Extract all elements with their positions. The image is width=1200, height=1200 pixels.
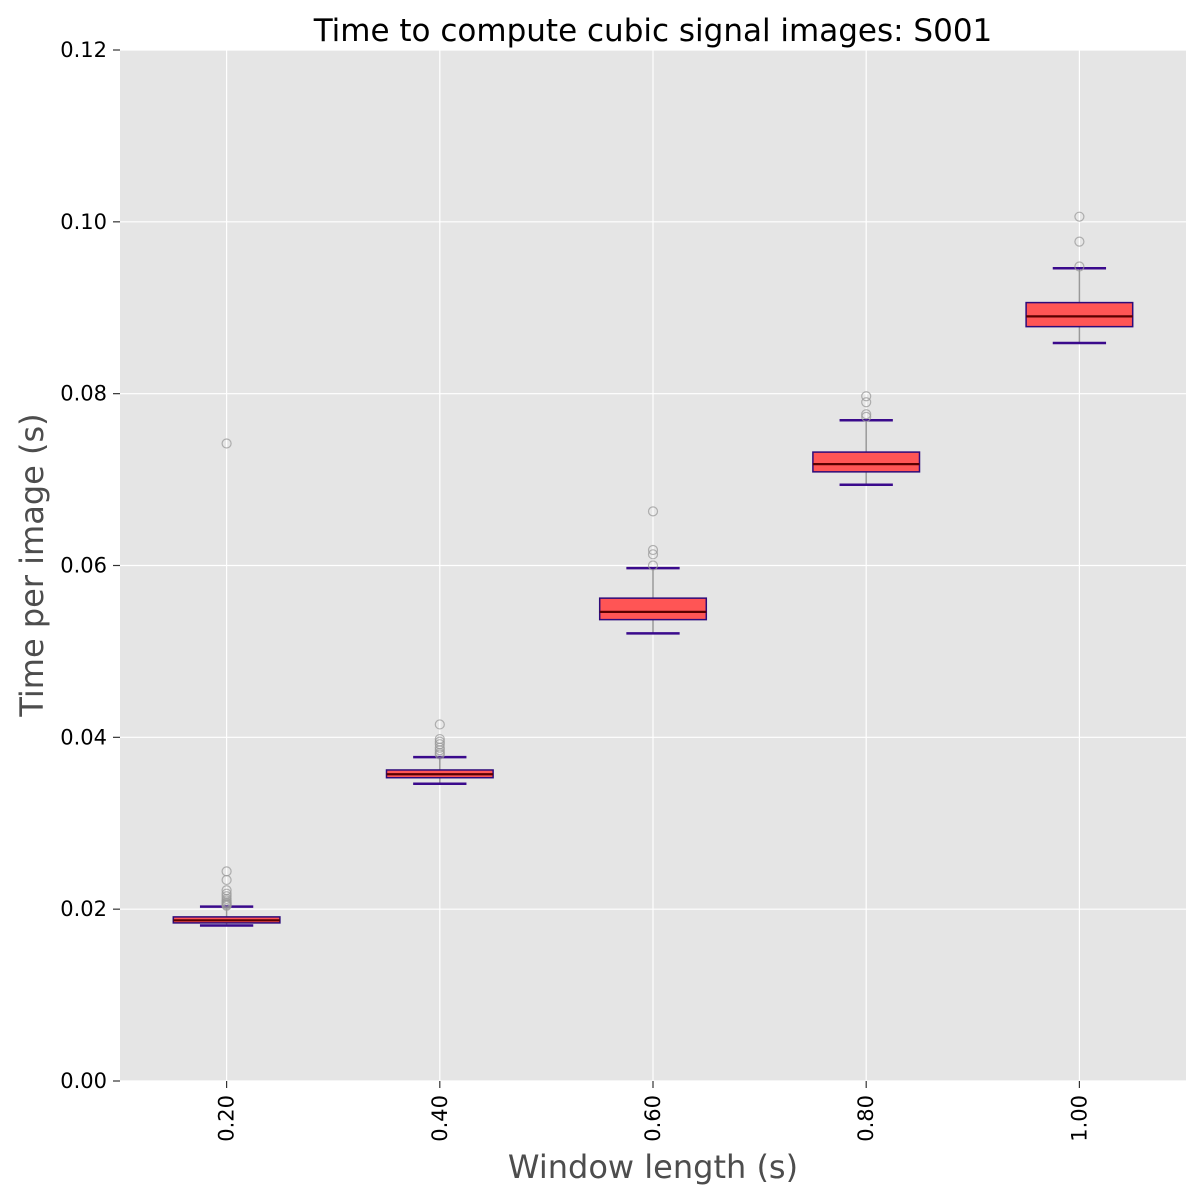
flier-point — [221, 900, 232, 911]
flier-point — [1074, 211, 1085, 222]
flier-point — [434, 719, 445, 730]
box-iqr — [812, 451, 921, 473]
box-iqr — [1025, 301, 1134, 328]
x-tick-label: 0.40 — [428, 1095, 452, 1142]
y-tick-label: 0.00 — [60, 1069, 107, 1093]
flier-point — [861, 391, 872, 402]
box-1.00 — [1025, 211, 1134, 345]
box-iqr — [598, 597, 708, 621]
box-0.60 — [598, 506, 708, 635]
flier-point — [221, 874, 232, 886]
y-tick-label: 0.02 — [60, 897, 107, 921]
y-tick-label: 0.04 — [60, 725, 107, 749]
y-tick-label: 0.10 — [60, 210, 107, 234]
y-tick-label: 0.06 — [60, 554, 107, 578]
flier-point — [861, 411, 872, 422]
flier-point — [647, 560, 659, 571]
x-axis-title: Window length (s) — [508, 1148, 798, 1186]
y-axis: 0.00 0.02 0.04 0.06 0.08 0.10 0.12 — [60, 38, 120, 1093]
y-axis-title: Time per image (s) — [13, 413, 51, 717]
chart-title: Time to compute cubic signal images: S00… — [313, 13, 993, 49]
box-0.80 — [812, 391, 921, 486]
x-tick-label: 1.00 — [1067, 1095, 1091, 1142]
flier-point — [1074, 236, 1085, 247]
grid-lines — [120, 49, 1186, 1082]
box-0.20 — [172, 438, 281, 927]
flier-point — [647, 506, 659, 517]
flier-point — [861, 409, 872, 420]
x-tick-label: 0.80 — [854, 1095, 878, 1142]
flier-point — [647, 544, 659, 556]
flier-point — [434, 742, 445, 753]
x-tick-label: 0.60 — [641, 1095, 665, 1142]
flier-point — [861, 397, 872, 408]
box-0.40 — [385, 719, 494, 785]
flier-point — [434, 749, 445, 760]
box-series — [172, 211, 1134, 927]
x-tick-label: 0.20 — [215, 1095, 239, 1142]
y-tick-label: 0.08 — [60, 382, 107, 406]
flier-point — [1074, 261, 1085, 272]
flier-point — [434, 745, 445, 756]
flier-point — [647, 549, 659, 560]
x-axis: 0.20 0.40 0.60 0.80 1.00 — [215, 1081, 1091, 1142]
y-tick-label: 0.12 — [60, 38, 107, 62]
flier-point — [221, 438, 232, 449]
